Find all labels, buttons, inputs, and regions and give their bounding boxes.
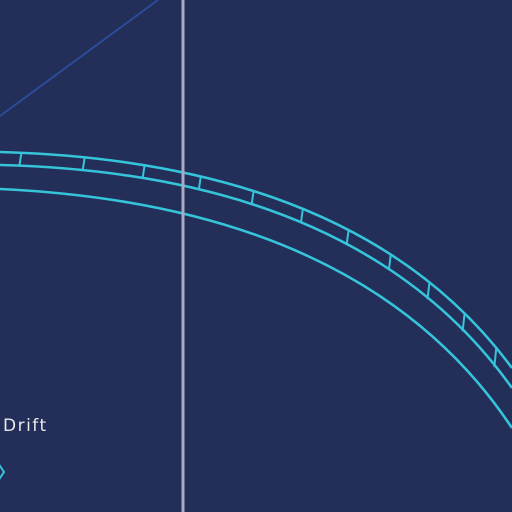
rail-tie <box>301 209 303 223</box>
rail-tie <box>347 230 349 245</box>
rail-ties <box>19 153 496 367</box>
outer-rail <box>0 152 512 368</box>
rail-tie <box>494 348 496 367</box>
drift-label: Drift <box>3 416 48 436</box>
rail-tie <box>428 282 430 299</box>
chevron-marker-icon <box>0 460 4 484</box>
rail-tie <box>19 153 21 166</box>
rail-tie <box>389 255 391 271</box>
rail-tie <box>252 191 254 205</box>
rail-tie <box>83 157 85 170</box>
diagonal-line <box>0 0 158 116</box>
lower-rail <box>0 189 512 428</box>
inner-rail <box>0 165 512 388</box>
rail-tie <box>199 177 201 190</box>
rail-tie <box>463 313 465 331</box>
rail-tie <box>143 165 145 178</box>
